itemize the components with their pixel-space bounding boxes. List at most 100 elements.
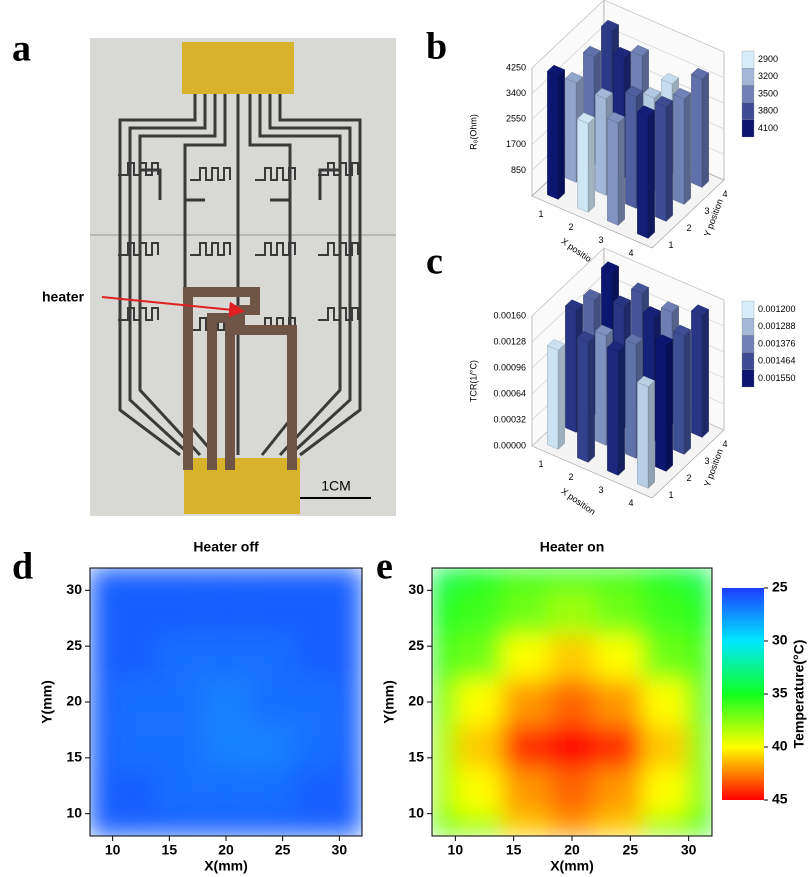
heat-cell (502, 769, 549, 814)
bar (577, 112, 595, 213)
colorbar-swatch (741, 68, 755, 86)
heat-cell (642, 568, 689, 591)
bar-top (631, 282, 649, 294)
y-tick-label: 4 (722, 189, 727, 199)
heat-cell (642, 724, 689, 769)
heat-cell (455, 568, 502, 591)
bar-face (637, 111, 649, 239)
colorbar-label: 3200 (758, 71, 778, 81)
heat-cell (90, 590, 113, 635)
colorbar-label: 0.001464 (758, 356, 796, 366)
bar-top (643, 306, 661, 318)
annotation-arrow (101, 296, 245, 318)
bar-top (613, 46, 631, 59)
scale-bar-label: 1CM (321, 478, 351, 494)
colorbar-label: 4100 (758, 123, 778, 133)
bar-top (577, 331, 595, 343)
heat-cell (248, 679, 294, 725)
heat-cell (248, 813, 294, 836)
heat-cell (548, 590, 596, 635)
bar-side (587, 116, 595, 213)
bar-side (587, 335, 595, 463)
bar-face (673, 94, 685, 205)
x-tick-label: 15 (506, 842, 522, 858)
bar (673, 324, 691, 455)
bar-top (607, 340, 625, 353)
bar (547, 339, 565, 450)
heat-cell (294, 635, 340, 680)
heat-cell (688, 679, 712, 725)
x-tick-label: 2 (568, 222, 573, 232)
bar-top (661, 301, 679, 313)
heat-cell (248, 724, 294, 769)
y-axis-label: Y position (702, 198, 725, 238)
heat-cell (158, 724, 204, 769)
heat-cell (548, 679, 596, 725)
heat-cell (455, 590, 502, 635)
x-tick-label: 4 (628, 248, 633, 258)
bar-face (595, 94, 607, 196)
heat-cell (688, 724, 712, 769)
heat-cell (158, 568, 204, 591)
y-tick-label: 30 (408, 581, 424, 597)
colorbar-label: 3500 (758, 88, 778, 98)
colorbar-label: 0.001376 (758, 338, 796, 348)
bar (691, 304, 709, 438)
heat-cell (432, 813, 456, 836)
heat-cell (642, 635, 689, 680)
heat-cell (432, 568, 456, 591)
colorbar-label: 25 (772, 579, 788, 595)
y-tick-label: 1 (668, 240, 673, 250)
connector-pad (182, 42, 294, 94)
heat-cell (595, 568, 642, 591)
heat-cell (688, 635, 712, 680)
heat-cell (595, 769, 642, 814)
heat-cell (248, 769, 294, 814)
heat-cell (294, 724, 340, 769)
bar-top (673, 87, 691, 100)
bar-side (683, 329, 691, 455)
heat-cell (502, 590, 549, 635)
bar-top (655, 334, 673, 346)
bar-side (665, 100, 673, 222)
grid-line (531, 247, 725, 317)
bar-top (565, 71, 583, 84)
heat-cell (158, 590, 204, 635)
annotation: heater (42, 289, 85, 305)
bar-top (595, 87, 613, 100)
heat-cell (595, 813, 642, 836)
heat-cell (548, 813, 596, 836)
z-tick-label: 0.00160 (493, 310, 526, 320)
x-tick-label: 10 (448, 842, 464, 858)
heatmap-cells (90, 568, 362, 836)
bar-top (691, 304, 709, 316)
bar (655, 334, 673, 472)
colorbar-label: 0.001550 (758, 373, 796, 383)
x-tick-label: 30 (681, 842, 697, 858)
heat-cell (595, 635, 642, 680)
x-axis-label: X(mm) (550, 858, 594, 874)
heat-cell (688, 590, 712, 635)
heat-cell (203, 724, 249, 769)
y-tick-label: 15 (66, 749, 82, 765)
bar-face (565, 305, 577, 433)
bar-side (665, 338, 673, 472)
heat-cell (455, 635, 502, 680)
colorbar-swatch (741, 102, 755, 120)
bar-face (577, 337, 589, 463)
heat-cell (203, 590, 249, 635)
heat-cell (688, 813, 712, 836)
z-tick-label: 0.00064 (493, 388, 526, 398)
bar-face (637, 381, 649, 489)
x-tick-label: 25 (623, 842, 639, 858)
y-tick-label: 20 (408, 693, 424, 709)
y-tick-label: 3 (704, 206, 709, 216)
heat-cell (548, 635, 596, 680)
colorbar-label: 0.001288 (758, 321, 796, 331)
heat-cell (90, 769, 113, 814)
heat-cell (294, 769, 340, 814)
heat-cell (203, 769, 249, 814)
photo: heater 1CM (42, 38, 396, 516)
heatmap (90, 568, 362, 836)
